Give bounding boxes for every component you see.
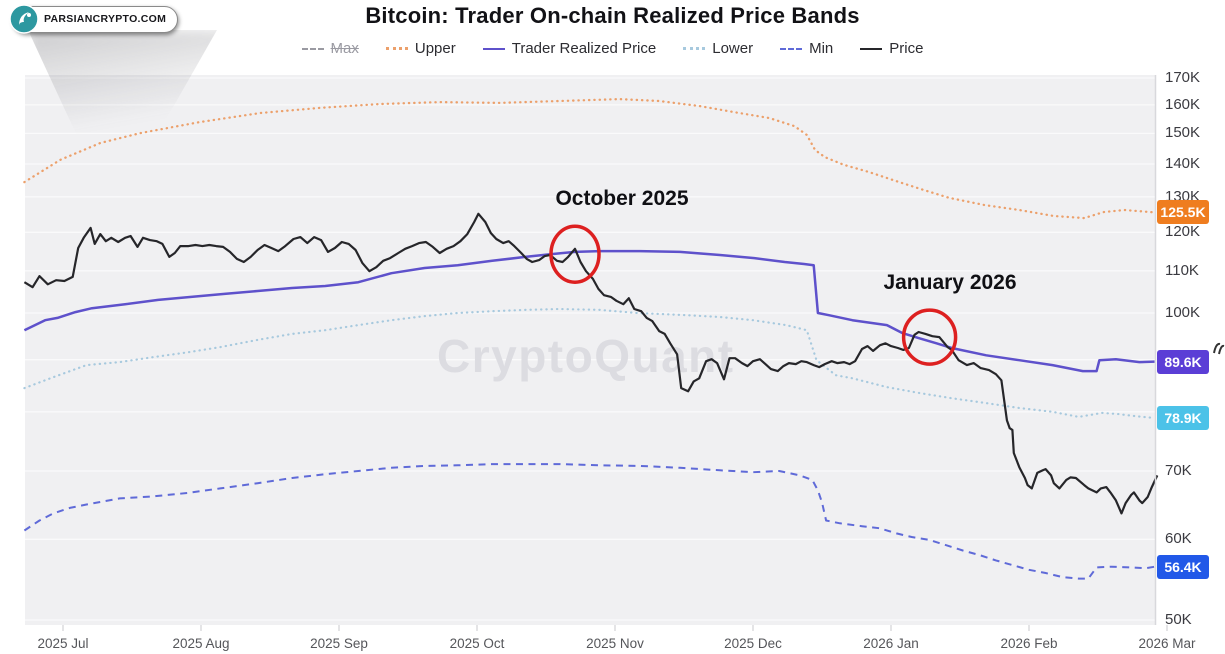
x-axis-label: 2025 Oct bbox=[449, 636, 505, 651]
legend-label: Trader Realized Price bbox=[511, 40, 657, 57]
legend-item-min[interactable]: Min bbox=[780, 40, 833, 57]
chart-title: Bitcoin: Trader On-chain Realized Price … bbox=[365, 3, 860, 28]
series-line-price bbox=[23, 212, 1159, 515]
x-axis-label: 2026 Feb bbox=[1000, 636, 1058, 651]
annotation-text: October 2025 bbox=[555, 187, 689, 210]
legend-item-price[interactable]: Price bbox=[860, 40, 923, 57]
parsiancrypto-tree-icon bbox=[9, 4, 39, 34]
x-axis-label: 2026 Jan bbox=[863, 636, 919, 651]
y-axis-label: 120K bbox=[1165, 223, 1201, 240]
legend-label: Price bbox=[889, 40, 924, 57]
y-axis-label: 140K bbox=[1165, 155, 1201, 172]
axis-badge-56.4k: 56.4K bbox=[1157, 555, 1209, 579]
legend-label: Upper bbox=[414, 40, 456, 57]
legend-label: Lower bbox=[712, 40, 754, 57]
x-axis-label: 2025 Dec bbox=[724, 636, 782, 651]
legend-label: Min bbox=[809, 40, 834, 57]
y-axis-label: 160K bbox=[1165, 96, 1201, 113]
legend-item-trader-realized-price[interactable]: Trader Realized Price bbox=[482, 40, 657, 57]
series-line-upper bbox=[23, 97, 1156, 220]
legend: Max Upper Trader Realized Price Lower Min Pri… bbox=[0, 40, 1225, 57]
axis-badge-78.9k: 78.9K bbox=[1157, 406, 1209, 430]
series-line-trader-realized-price bbox=[23, 249, 1155, 373]
y-axis-label: 70K bbox=[1165, 462, 1192, 479]
y-axis-label: 110K bbox=[1165, 262, 1199, 279]
cryptoquant-watermark: CryptoQuant bbox=[437, 330, 735, 382]
legend-label: Max bbox=[330, 40, 359, 57]
annotation-circle bbox=[901, 308, 958, 366]
axis-badge-89.6k: 89.6K bbox=[1157, 350, 1209, 374]
series-line-min bbox=[23, 463, 1155, 580]
y-axis-label: 100K bbox=[1165, 304, 1201, 321]
series-lines bbox=[23, 97, 1159, 580]
legend-item-upper[interactable]: Upper bbox=[385, 40, 456, 57]
annotation-circles bbox=[549, 224, 958, 366]
y-axis-label: 50K bbox=[1165, 611, 1192, 628]
logo-text: PARSIANCRYPTO.COM bbox=[44, 13, 167, 25]
x-axis-ticks bbox=[62, 625, 1168, 631]
y-axis-label: 60K bbox=[1165, 530, 1192, 547]
y-axis-label: 170K bbox=[1165, 69, 1201, 86]
x-axis-label: 2026 Mar bbox=[1138, 636, 1196, 651]
gridlines bbox=[25, 77, 1155, 621]
legend-marker-solid bbox=[860, 47, 883, 50]
chart-header: Bitcoin: Trader On-chain Realized Price … bbox=[0, 0, 1225, 57]
x-axis-label: 2025 Sep bbox=[310, 636, 368, 651]
legend-item-lower[interactable]: Lower bbox=[683, 40, 753, 57]
parsiancrypto-logo[interactable]: PARSIANCRYPTO.COM bbox=[9, 4, 179, 34]
annotation-circle bbox=[549, 224, 601, 284]
x-axis-label: 2025 Aug bbox=[172, 636, 230, 651]
legend-marker-dotted bbox=[683, 47, 706, 50]
axis-badge-125.5k: 125.5K bbox=[1157, 200, 1209, 224]
series-line-lower bbox=[23, 307, 1156, 420]
legend-marker-dashed bbox=[780, 47, 803, 50]
legend-marker-solid bbox=[482, 47, 505, 50]
legend-item-max[interactable]: Max bbox=[301, 40, 359, 57]
annotation-text: January 2026 bbox=[883, 271, 1017, 294]
x-axis-label: 2025 Jul bbox=[37, 636, 89, 651]
legend-marker-dashed bbox=[301, 47, 324, 50]
legend-marker-dotted bbox=[385, 47, 408, 50]
y-axis-label: 150K bbox=[1165, 124, 1201, 141]
clipped-cursor-icon bbox=[1212, 340, 1225, 361]
x-axis-label: 2025 Nov bbox=[586, 636, 644, 651]
